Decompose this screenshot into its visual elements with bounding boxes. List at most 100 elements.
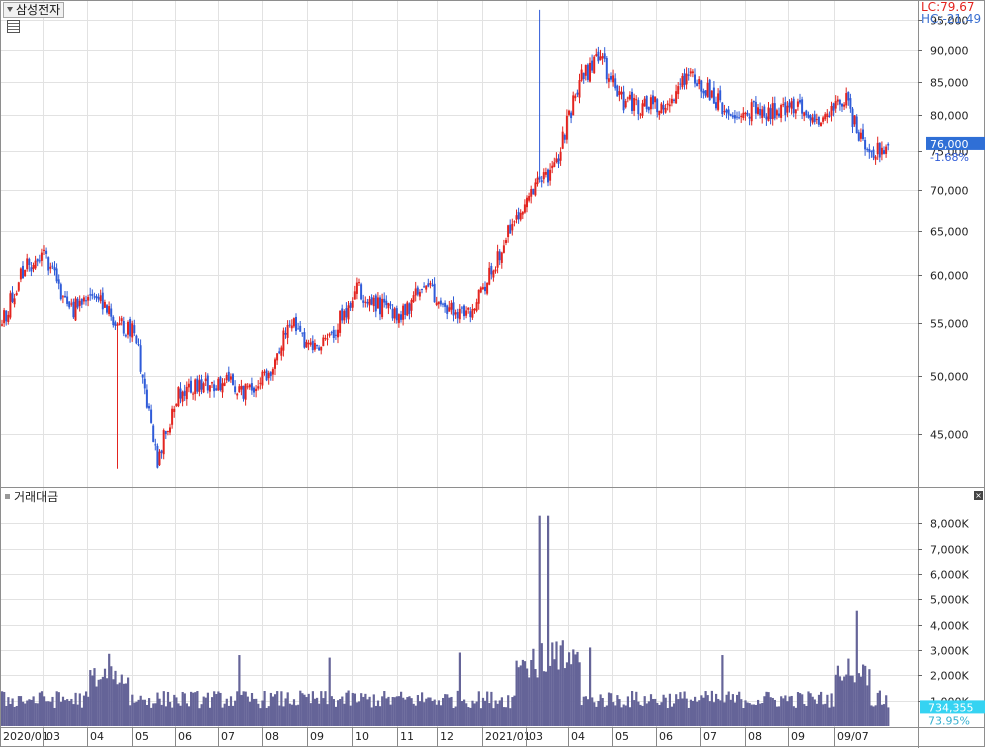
volume-bar bbox=[108, 653, 111, 726]
candle-body bbox=[731, 115, 734, 118]
volume-bar bbox=[238, 655, 241, 726]
candlestick bbox=[847, 91, 850, 106]
volume-bar bbox=[387, 696, 390, 726]
candle-body bbox=[658, 110, 661, 116]
candlestick bbox=[114, 320, 117, 331]
close-panel-icon[interactable]: × bbox=[974, 491, 983, 500]
volume-bar bbox=[694, 696, 697, 726]
candle-body bbox=[5, 310, 8, 322]
volume-bar bbox=[601, 697, 604, 726]
volume-bar bbox=[727, 691, 730, 726]
candlestick bbox=[788, 99, 791, 113]
date-tick-label: 2020/01 bbox=[3, 730, 49, 743]
candle-body bbox=[341, 308, 344, 321]
candle-body bbox=[568, 110, 570, 115]
candlestick bbox=[586, 63, 589, 83]
candlestick bbox=[744, 111, 747, 121]
candle-body bbox=[547, 169, 549, 183]
volume-bar bbox=[876, 692, 879, 726]
candlestick bbox=[496, 244, 499, 274]
candlestick bbox=[775, 108, 778, 120]
candlestick bbox=[620, 86, 623, 100]
candlestick bbox=[612, 69, 615, 87]
chart-grid-icon[interactable] bbox=[7, 20, 20, 33]
candlestick bbox=[55, 263, 58, 284]
candle-body bbox=[580, 69, 583, 81]
candle-body bbox=[853, 115, 856, 125]
candle-body bbox=[198, 380, 201, 392]
volume-bar bbox=[717, 698, 720, 726]
volume-bar bbox=[381, 696, 384, 726]
candle-body bbox=[213, 384, 216, 392]
candlestick bbox=[91, 289, 94, 300]
price-tick-label: 70,000 bbox=[930, 185, 969, 198]
volume-bar bbox=[754, 704, 758, 726]
candle-body bbox=[704, 90, 707, 96]
candlestick bbox=[402, 303, 405, 326]
candlestick bbox=[164, 430, 167, 439]
candlestick bbox=[664, 104, 667, 114]
candlestick bbox=[641, 99, 644, 119]
candle-body bbox=[528, 196, 531, 201]
candle-body bbox=[108, 306, 111, 315]
volume-bar bbox=[299, 690, 302, 726]
candle-body bbox=[164, 431, 167, 434]
candlestick bbox=[574, 93, 577, 102]
candlestick bbox=[446, 304, 449, 320]
candle-body bbox=[40, 252, 43, 261]
candlestick bbox=[112, 315, 115, 328]
volume-bar bbox=[448, 697, 451, 726]
candle-body bbox=[710, 90, 713, 98]
candlestick bbox=[87, 294, 90, 307]
volume-bar bbox=[637, 701, 640, 726]
candle-body bbox=[238, 386, 241, 393]
candle-body bbox=[857, 132, 860, 141]
candle-body bbox=[223, 382, 226, 386]
volume-bar bbox=[292, 699, 296, 726]
volume-bar bbox=[589, 647, 592, 726]
candle-body bbox=[645, 96, 648, 110]
candlestick bbox=[418, 289, 421, 301]
candle-body bbox=[381, 298, 384, 318]
volume-bar bbox=[217, 691, 220, 726]
candlestick bbox=[817, 116, 820, 127]
volume-bar bbox=[616, 695, 619, 726]
candle-body bbox=[563, 134, 566, 140]
candle-body bbox=[431, 284, 434, 287]
candlestick bbox=[826, 109, 829, 124]
candle-body bbox=[91, 294, 94, 296]
candle-body bbox=[727, 109, 730, 115]
candlestick bbox=[152, 423, 155, 443]
candlestick bbox=[72, 298, 75, 319]
volume-bar bbox=[542, 671, 545, 726]
volume-bar bbox=[227, 705, 230, 726]
candlestick bbox=[721, 101, 724, 117]
candle-body bbox=[496, 251, 499, 268]
candle-body bbox=[767, 107, 770, 122]
candlestick bbox=[656, 98, 659, 118]
candle-body bbox=[246, 386, 249, 388]
candlestick bbox=[555, 152, 558, 164]
volume-bar bbox=[799, 693, 802, 726]
candlestick bbox=[324, 334, 327, 341]
stock-selector[interactable]: 삼성전자 bbox=[3, 2, 65, 18]
candle-body bbox=[450, 303, 453, 310]
candle-body bbox=[775, 110, 778, 116]
volume-tick-label: 4,000K bbox=[930, 620, 969, 633]
candle-body bbox=[173, 408, 176, 412]
candlestick bbox=[887, 142, 890, 151]
candle-body bbox=[532, 188, 535, 195]
candle-body bbox=[790, 101, 793, 109]
candle-body bbox=[66, 296, 69, 304]
candlestick bbox=[836, 95, 839, 106]
candle-body bbox=[666, 103, 669, 105]
candle-body bbox=[622, 91, 625, 111]
volume-bar bbox=[736, 694, 739, 726]
volume-bar bbox=[631, 690, 634, 726]
candlestick bbox=[469, 307, 472, 323]
candle-body bbox=[55, 268, 58, 282]
candle-body bbox=[635, 99, 638, 101]
candlestick bbox=[467, 307, 470, 314]
